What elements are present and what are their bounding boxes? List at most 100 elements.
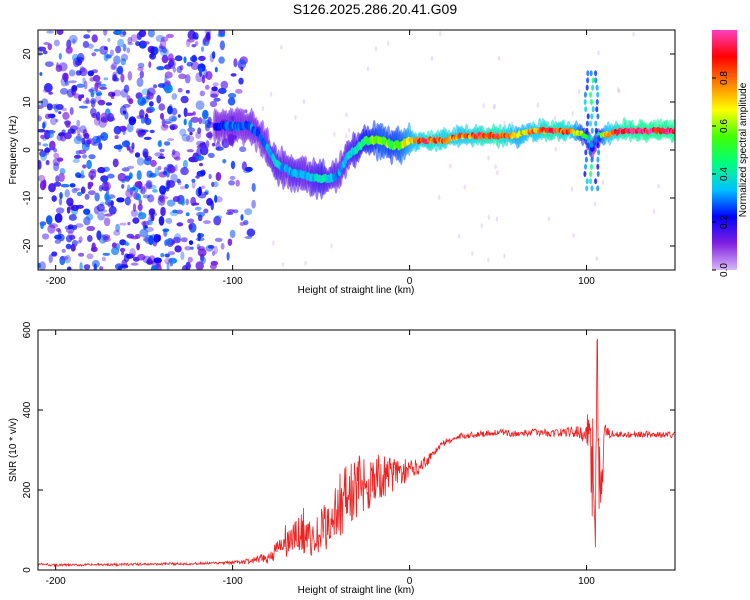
ridge-spike [586,70,590,77]
noise-speckle [83,264,91,270]
noise-speckle [110,200,114,208]
noise-speckle [166,199,176,207]
noise-speckle [160,253,165,258]
noise-speckle [126,47,130,54]
noise-speckle [225,211,234,215]
noise-speckle [83,216,91,226]
noise-speckle [38,46,47,52]
noise-speckle [463,184,466,190]
noise-speckle [124,111,129,120]
y-tick-label: 20 [22,48,33,60]
noise-speckle [111,246,120,256]
noise-speckle [56,30,64,35]
y-tick-label: -20 [22,238,33,253]
noise-speckle [79,125,87,133]
noise-speckle [228,180,236,186]
noise-speckle [184,183,189,189]
noise-speckle [158,156,166,159]
noise-speckle [50,117,57,126]
x-tick-label: 0 [407,276,413,287]
noise-speckle [53,162,60,172]
noise-speckle [136,242,141,251]
noise-speckle [152,84,158,89]
noise-speckle [179,128,187,137]
noise-speckle [146,259,154,265]
noise-speckle [194,206,202,211]
ridge-spike [589,91,593,98]
noise-speckle [82,154,87,159]
noise-speckle [345,112,348,118]
noise-speckle [153,46,158,55]
noise-speckle [280,44,283,50]
noise-speckle [62,111,70,120]
noise-speckle [229,175,236,180]
noise-speckle [182,159,188,169]
noise-speckle [38,115,42,122]
noise-speckle [39,261,46,270]
noise-speckle [99,45,108,55]
noise-speckle [163,121,172,125]
noise-speckle [67,128,76,134]
noise-speckle [205,140,210,149]
noise-speckle [214,66,218,73]
colorbar-tick-label: 0.8 [719,71,730,85]
noise-speckle [553,115,557,121]
noise-speckle [90,246,98,253]
noise-speckle [96,203,105,212]
noise-speckle [160,112,164,120]
noise-speckle [137,97,147,106]
noise-speckle [59,88,69,95]
noise-speckle [205,244,214,252]
noise-speckle [75,223,84,228]
noise-speckle [64,254,71,264]
noise-speckle [122,31,126,36]
noise-speckle [139,228,149,238]
noise-speckle [110,95,115,99]
noise-speckle [120,73,125,83]
noise-speckle [104,181,111,191]
noise-speckle [215,141,221,151]
noise-speckle [345,133,348,139]
noise-speckle [112,73,117,82]
noise-speckle [48,183,56,193]
noise-speckle [100,132,109,141]
ridge-spike [590,99,593,105]
noise-speckle [233,58,238,68]
noise-speckle [206,132,213,139]
ridge-spike [584,149,588,156]
noise-speckle [138,30,147,38]
noise-speckle [91,34,98,43]
noise-speckle [144,225,148,229]
noise-speckle [180,95,189,104]
ridge-spike [588,149,592,156]
noise-speckle [597,50,600,56]
noise-speckle [106,196,112,201]
ridge-spike [585,120,589,127]
noise-speckle [123,253,130,263]
noise-speckle [180,167,189,176]
noise-speckle [159,148,165,153]
noise-speckle [76,83,85,88]
noise-speckle [107,112,115,122]
noise-speckle [652,209,656,214]
noise-speckle [94,192,100,202]
noise-speckle [239,221,245,226]
noise-speckle [438,194,441,200]
noise-speckle [103,217,111,227]
noise-speckle [102,176,107,184]
ridge-spike [594,120,598,127]
snr-series-line [38,338,675,568]
noise-speckle [176,66,183,74]
noise-speckle [87,43,94,49]
noise-speckle [203,208,209,214]
noise-speckle [197,232,201,242]
snr-panel: -200 -100 0 100 0 200 400 600 Height of straig… [8,321,676,596]
noise-speckle [53,103,59,113]
noise-speckle [127,221,131,226]
noise-speckle [272,240,275,246]
noise-speckle [115,223,120,233]
noise-speckle [78,236,83,243]
noise-speckle [101,256,106,262]
noise-speckle [294,114,297,120]
